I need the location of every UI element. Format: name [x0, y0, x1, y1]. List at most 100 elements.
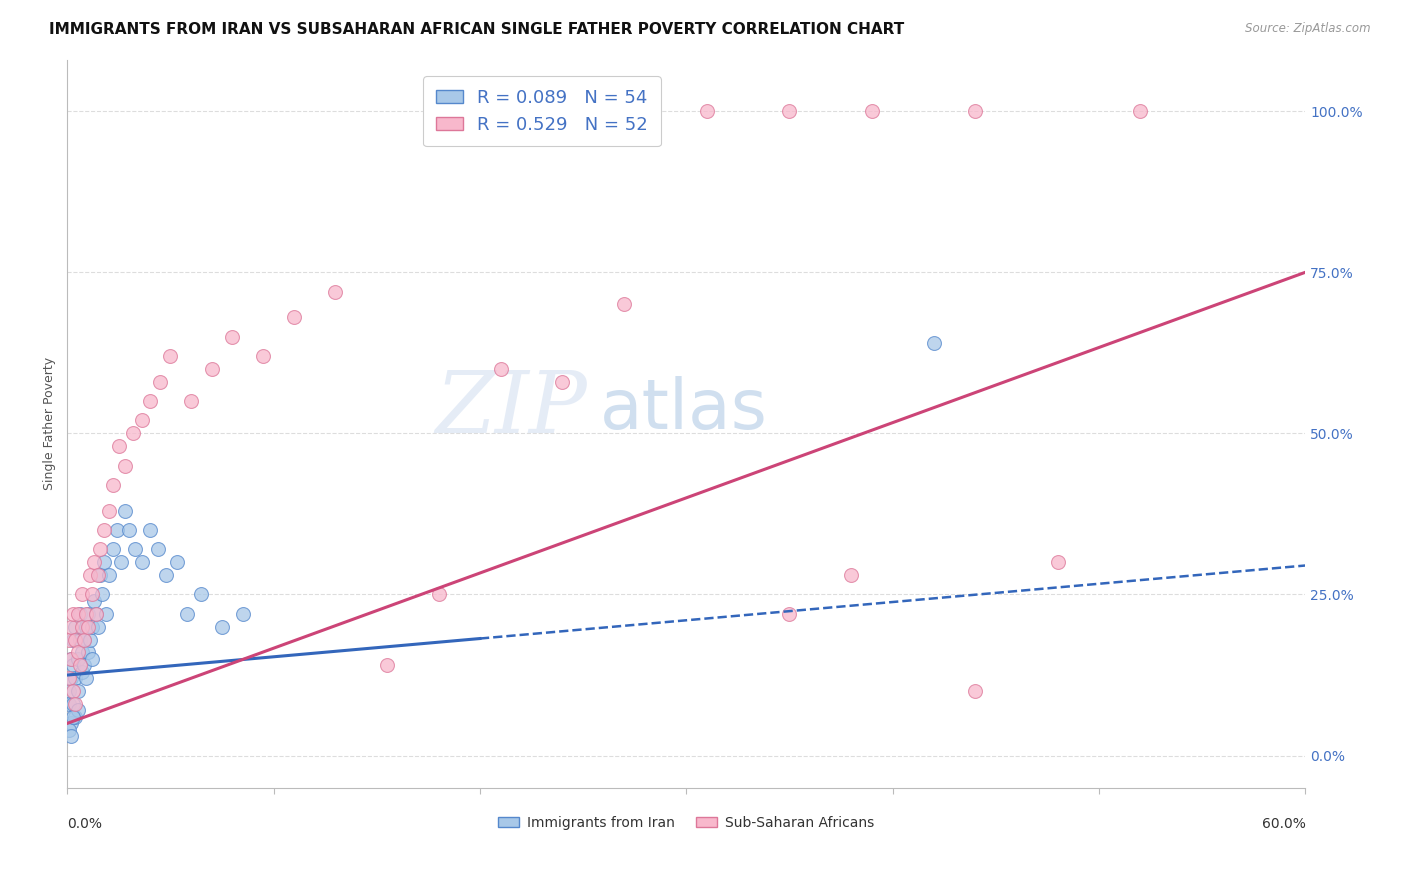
Point	[89, 568, 111, 582]
Point	[965, 104, 987, 119]
Point	[80, 620, 103, 634]
Point	[489, 362, 512, 376]
Point	[60, 671, 83, 685]
Point	[66, 652, 89, 666]
Point	[93, 555, 115, 569]
Point	[60, 716, 83, 731]
Point	[427, 587, 450, 601]
Point	[65, 697, 87, 711]
Point	[65, 710, 87, 724]
Point	[62, 632, 84, 647]
Point	[166, 555, 188, 569]
Point	[176, 607, 198, 621]
Point	[221, 329, 243, 343]
Point	[122, 426, 145, 441]
Point	[62, 697, 84, 711]
Point	[97, 568, 120, 582]
Point	[110, 555, 132, 569]
Point	[841, 568, 863, 582]
Point	[84, 607, 107, 621]
Point	[66, 684, 89, 698]
Point	[65, 671, 87, 685]
Point	[65, 632, 87, 647]
Point	[131, 555, 153, 569]
Point	[76, 607, 98, 621]
Point	[60, 729, 83, 743]
Point	[62, 607, 84, 621]
Point	[58, 632, 80, 647]
Point	[159, 349, 181, 363]
Point	[62, 710, 84, 724]
Point	[149, 375, 172, 389]
Point	[1046, 555, 1069, 569]
Point	[62, 658, 84, 673]
Text: Source: ZipAtlas.com: Source: ZipAtlas.com	[1246, 22, 1371, 36]
Text: 60.0%: 60.0%	[1261, 817, 1305, 830]
Point	[696, 104, 718, 119]
Point	[69, 658, 91, 673]
Point	[69, 632, 91, 647]
Point	[75, 607, 97, 621]
Point	[114, 504, 136, 518]
Point	[60, 620, 83, 634]
Point	[58, 697, 80, 711]
Point	[75, 671, 97, 685]
Point	[70, 620, 93, 634]
Point	[87, 568, 110, 582]
Point	[79, 568, 101, 582]
Point	[66, 704, 89, 718]
Point	[58, 723, 80, 737]
Point	[252, 349, 274, 363]
Point	[97, 504, 120, 518]
Point	[89, 542, 111, 557]
Text: IMMIGRANTS FROM IRAN VS SUBSAHARAN AFRICAN SINGLE FATHER POVERTY CORRELATION CHA: IMMIGRANTS FROM IRAN VS SUBSAHARAN AFRIC…	[49, 22, 904, 37]
Point	[60, 652, 83, 666]
Point	[180, 394, 202, 409]
Point	[613, 297, 636, 311]
Point	[325, 285, 347, 299]
Point	[232, 607, 254, 621]
Point	[101, 478, 124, 492]
Point	[73, 632, 96, 647]
Point	[62, 684, 84, 698]
Point	[73, 658, 96, 673]
Point	[91, 587, 114, 601]
Point	[105, 523, 128, 537]
Point	[101, 542, 124, 557]
Point	[124, 542, 146, 557]
Point	[375, 658, 398, 673]
Point	[73, 632, 96, 647]
Point	[65, 620, 87, 634]
Point	[155, 568, 177, 582]
Point	[779, 607, 801, 621]
Point	[87, 620, 110, 634]
Y-axis label: Single Father Poverty: Single Father Poverty	[44, 357, 56, 491]
Point	[139, 394, 162, 409]
Point	[80, 652, 103, 666]
Point	[131, 413, 153, 427]
Point	[190, 587, 212, 601]
Point	[1129, 104, 1152, 119]
Point	[118, 523, 141, 537]
Point	[146, 542, 169, 557]
Point	[58, 671, 80, 685]
Point	[551, 375, 574, 389]
Point	[139, 523, 162, 537]
Point	[779, 104, 801, 119]
Point	[76, 645, 98, 659]
Point	[283, 310, 305, 325]
Point	[93, 523, 115, 537]
Point	[96, 607, 118, 621]
Point	[69, 607, 91, 621]
Text: 0.0%: 0.0%	[67, 817, 103, 830]
Point	[66, 645, 89, 659]
Point	[70, 665, 93, 679]
Point	[70, 645, 93, 659]
Point	[66, 607, 89, 621]
Point	[79, 632, 101, 647]
Point	[60, 652, 83, 666]
Point	[965, 684, 987, 698]
Point	[75, 620, 97, 634]
Text: ZIP: ZIP	[436, 368, 588, 450]
Point	[201, 362, 224, 376]
